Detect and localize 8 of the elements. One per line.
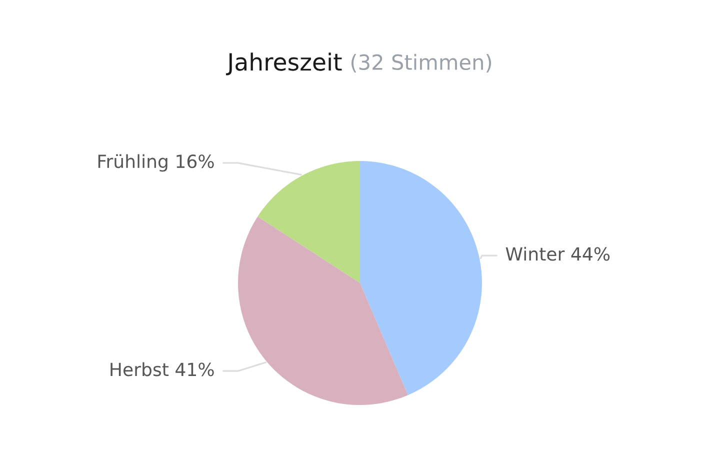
- slice-label: Winter 44%: [506, 246, 610, 261]
- slice-label: Herbst 41%: [110, 362, 214, 376]
- pie-slice: [360, 161, 482, 396]
- chart-subtitle: (32 Stimmen): [351, 54, 492, 72]
- pie-slice: [238, 216, 408, 405]
- chart-title: Jahreszeit: [226, 52, 342, 76]
- slice-label: Frühling 16%: [98, 154, 214, 172]
- pie-slice: [258, 161, 360, 283]
